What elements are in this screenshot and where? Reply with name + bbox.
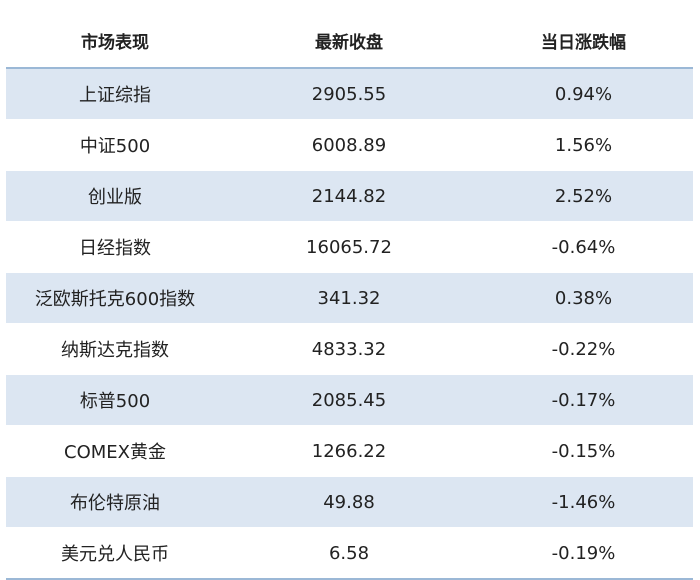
cell-close: 16065.72	[224, 221, 474, 273]
header-latest-close: 最新收盘	[224, 13, 474, 69]
header-row: 市场表现 最新收盘 当日涨跌幅	[6, 13, 693, 69]
market-table-container: 市场表现 最新收盘 当日涨跌幅 上证综指 2905.55 0.94% 中证500…	[6, 13, 693, 580]
table-row: 标普500 2085.45 -0.17%	[6, 374, 693, 426]
cell-change: -0.19%	[474, 527, 693, 580]
cell-close: 6.58	[224, 527, 474, 580]
cell-market: 日经指数	[6, 221, 224, 273]
table-row: 上证综指 2905.55 0.94%	[6, 68, 693, 120]
cell-market: 美元兑人民币	[6, 527, 224, 580]
cell-close: 49.88	[224, 476, 474, 528]
cell-change: 0.94%	[474, 68, 693, 120]
cell-change: -0.17%	[474, 374, 693, 426]
cell-change: -0.22%	[474, 323, 693, 375]
cell-change: 1.56%	[474, 119, 693, 171]
cell-change: -0.15%	[474, 425, 693, 477]
table-row: 创业版 2144.82 2.52%	[6, 170, 693, 222]
header-market: 市场表现	[6, 13, 224, 69]
cell-market: 布伦特原油	[6, 476, 224, 528]
cell-close: 2085.45	[224, 374, 474, 426]
cell-market: 中证500	[6, 119, 224, 171]
cell-change: 2.52%	[474, 170, 693, 222]
table-row: 日经指数 16065.72 -0.64%	[6, 221, 693, 273]
table-row: 布伦特原油 49.88 -1.46%	[6, 476, 693, 528]
cell-market: 创业版	[6, 170, 224, 222]
table-row: 泛欧斯托克600指数 341.32 0.38%	[6, 272, 693, 324]
cell-close: 1266.22	[224, 425, 474, 477]
header-daily-change: 当日涨跌幅	[474, 13, 693, 69]
cell-close: 341.32	[224, 272, 474, 324]
cell-market: COMEX黄金	[6, 425, 224, 477]
cell-market: 标普500	[6, 374, 224, 426]
table-row: COMEX黄金 1266.22 -0.15%	[6, 425, 693, 477]
table-row: 中证500 6008.89 1.56%	[6, 119, 693, 171]
cell-change: -0.64%	[474, 221, 693, 273]
cell-market: 纳斯达克指数	[6, 323, 224, 375]
market-performance-table: 市场表现 最新收盘 当日涨跌幅 上证综指 2905.55 0.94% 中证500…	[6, 13, 693, 580]
cell-close: 2905.55	[224, 68, 474, 120]
cell-close: 4833.32	[224, 323, 474, 375]
cell-change: 0.38%	[474, 272, 693, 324]
table-row: 纳斯达克指数 4833.32 -0.22%	[6, 323, 693, 375]
cell-close: 6008.89	[224, 119, 474, 171]
cell-change: -1.46%	[474, 476, 693, 528]
table-header: 市场表现 最新收盘 当日涨跌幅	[6, 13, 693, 69]
table-row: 美元兑人民币 6.58 -0.19%	[6, 527, 693, 580]
cell-market: 上证综指	[6, 68, 224, 120]
cell-market: 泛欧斯托克600指数	[6, 272, 224, 324]
cell-close: 2144.82	[224, 170, 474, 222]
table-body: 上证综指 2905.55 0.94% 中证500 6008.89 1.56% 创…	[6, 68, 693, 580]
